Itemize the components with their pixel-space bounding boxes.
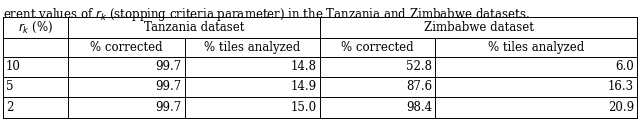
Text: $r_k$ (%): $r_k$ (%) bbox=[18, 20, 53, 35]
Text: % tiles analyzed: % tiles analyzed bbox=[488, 41, 584, 54]
Text: Tanzania dataset: Tanzania dataset bbox=[144, 21, 244, 34]
Text: 16.3: 16.3 bbox=[608, 80, 634, 94]
Text: 5: 5 bbox=[6, 80, 13, 94]
Text: 87.6: 87.6 bbox=[406, 80, 432, 94]
Text: 20.9: 20.9 bbox=[608, 101, 634, 114]
Text: 14.8: 14.8 bbox=[291, 61, 317, 74]
Text: 14.9: 14.9 bbox=[291, 80, 317, 94]
Text: 6.0: 6.0 bbox=[615, 61, 634, 74]
Text: erent values of $r_k$ (stopping criteria parameter) in the Tanzania and Zimbabwe: erent values of $r_k$ (stopping criteria… bbox=[3, 6, 530, 23]
Text: 98.4: 98.4 bbox=[406, 101, 432, 114]
Text: 99.7: 99.7 bbox=[156, 101, 182, 114]
Text: 2: 2 bbox=[6, 101, 13, 114]
Text: % corrected: % corrected bbox=[90, 41, 163, 54]
Text: % tiles analyzed: % tiles analyzed bbox=[204, 41, 301, 54]
Text: 15.0: 15.0 bbox=[291, 101, 317, 114]
Text: 52.8: 52.8 bbox=[406, 61, 432, 74]
Text: % corrected: % corrected bbox=[341, 41, 414, 54]
Text: Zimbabwe dataset: Zimbabwe dataset bbox=[424, 21, 533, 34]
Text: 99.7: 99.7 bbox=[156, 61, 182, 74]
Text: 10: 10 bbox=[6, 61, 21, 74]
Text: 99.7: 99.7 bbox=[156, 80, 182, 94]
